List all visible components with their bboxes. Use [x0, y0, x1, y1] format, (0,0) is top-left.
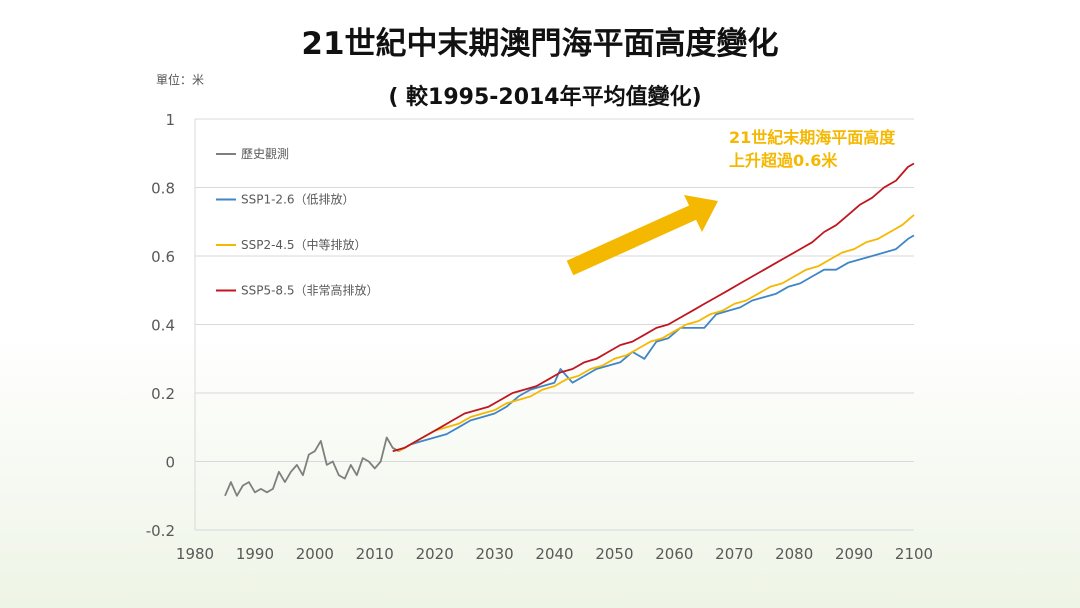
y-tick-label: 0.2 [151, 385, 175, 403]
plot-area [224, 162, 915, 497]
x-tick-label: 1980 [176, 545, 214, 563]
series-line-0 [224, 436, 400, 497]
series-line-1 [398, 234, 915, 452]
x-tick-label: 2070 [715, 545, 753, 563]
legend-label-2: SSP2-4.5（中等排放） [241, 237, 367, 252]
annotation-line-2: 上升超過0.6米 [729, 151, 838, 170]
x-tick-label: 1990 [236, 545, 274, 563]
y-tick-label: 1 [165, 111, 175, 129]
legend-label-3: SSP5-8.5（非常高排放） [241, 283, 379, 298]
annotation-line-1: 21世紀末期海平面高度 [729, 128, 896, 147]
y-tick-label: 0 [165, 454, 175, 472]
y-tick-label: 0.8 [151, 180, 175, 198]
legend-label-0: 歷史觀測 [241, 147, 289, 161]
trend-arrow [566, 195, 718, 276]
x-tick-label: 2050 [595, 545, 633, 563]
series-line-2 [398, 214, 915, 452]
chart-subtitle: ( 較1995-2014年平均值變化) [388, 84, 701, 110]
legend: 歷史觀測 SSP1-2.6（低排放） SSP2-4.5（中等排放） SSP5-8.5（… [216, 147, 379, 298]
trend-arrow-shaft [566, 204, 698, 276]
series-line-3 [392, 162, 915, 453]
x-tick-label: 2060 [655, 545, 693, 563]
chart-axes: -0.2 0 0.2 0.4 0.6 0.8 1 1980 1990 2000 2010 2020 20… [146, 111, 933, 563]
chart-title: 21世紀中末期澳門海平面高度變化 [301, 26, 778, 62]
trend-arrow-head [684, 195, 718, 232]
unit-label: 單位：米 [156, 72, 204, 87]
x-tick-label: 2080 [775, 545, 813, 563]
x-tick-label: 2040 [535, 545, 573, 563]
x-tick-label: 2100 [895, 545, 933, 563]
y-tick-label: 0.4 [151, 317, 175, 335]
legend-label-1: SSP1-2.6（低排放） [241, 192, 355, 207]
x-tick-label: 2010 [356, 545, 394, 563]
x-tick-label: 2090 [835, 545, 873, 563]
x-tick-label: 2030 [475, 545, 513, 563]
y-tick-label: -0.2 [146, 522, 175, 540]
x-tick-label: 2000 [296, 545, 334, 563]
y-tick-label: 0.6 [151, 248, 175, 266]
x-tick-label: 2020 [416, 545, 454, 563]
